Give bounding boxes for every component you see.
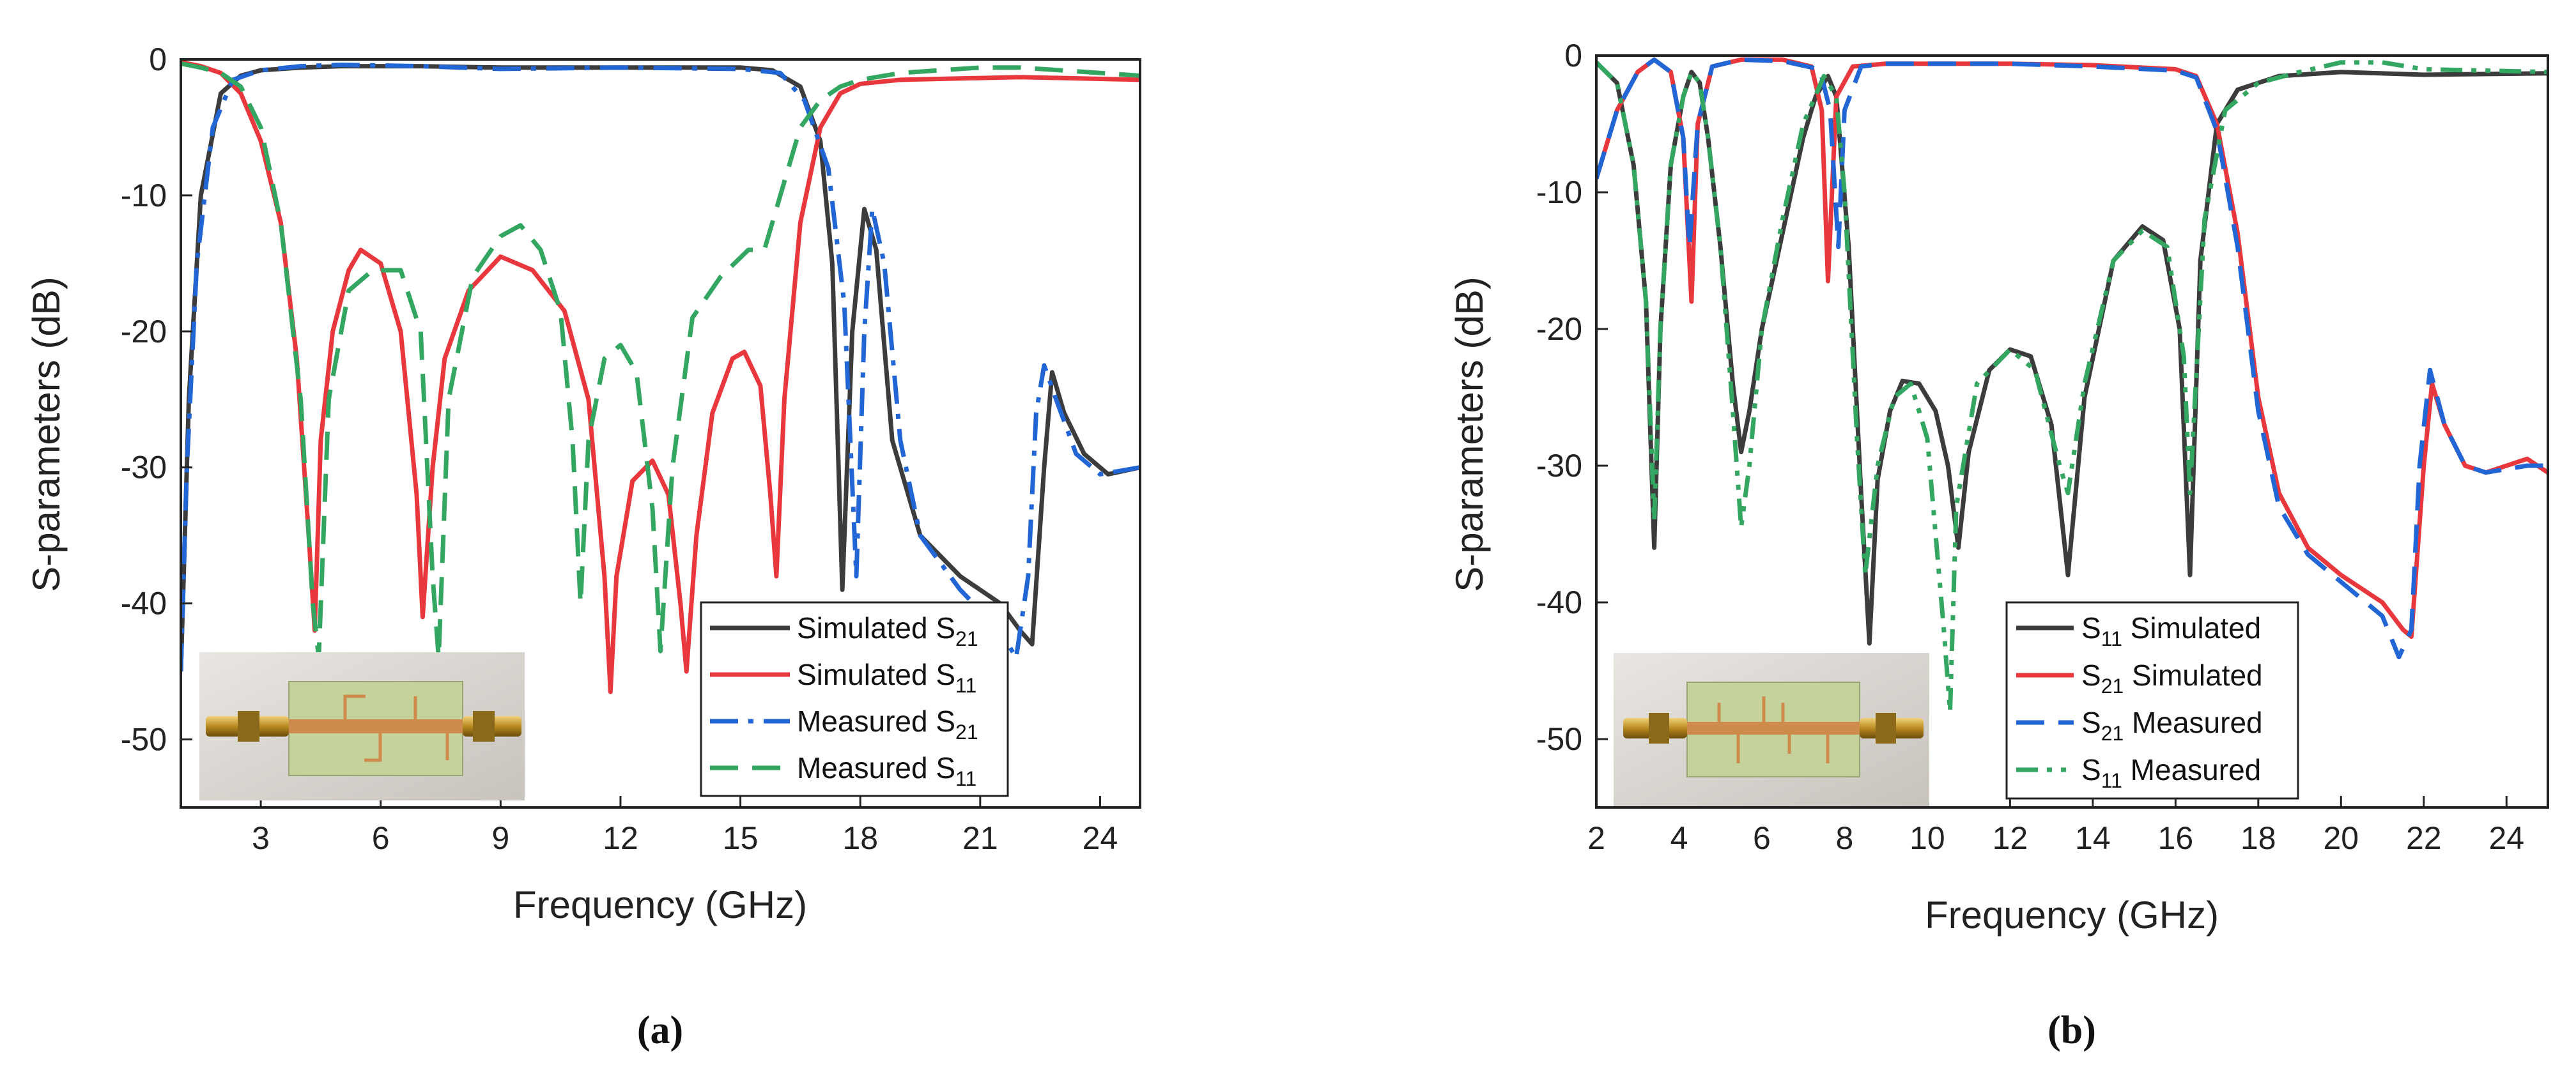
x-tick-label-a: 15 xyxy=(723,820,759,856)
panel-label-b: (b) xyxy=(2048,1009,2096,1052)
x-tick-label-b: 2 xyxy=(1587,820,1605,856)
legend-label-sub: 21 xyxy=(955,627,978,650)
x-tick-label-b: 10 xyxy=(1909,820,1945,856)
y-tick-label-a: -50 xyxy=(121,722,167,758)
y-tick-label-b: 0 xyxy=(1564,38,1582,73)
legend-label-b: S21 Measured xyxy=(2081,706,2263,745)
x-tick-label-a: 21 xyxy=(962,820,998,856)
x-tick-label-a: 24 xyxy=(1083,820,1118,856)
x-tick-label-b: 24 xyxy=(2488,820,2524,856)
legend-label-a: Measured S21 xyxy=(797,705,978,744)
legend-label-main: S xyxy=(2081,706,2101,739)
legend-label-sub: 11 xyxy=(2101,627,2122,650)
x-tick-label-a: 18 xyxy=(842,820,878,856)
x-tick-label-a: 6 xyxy=(372,820,390,856)
y-tick-label-b: -40 xyxy=(1536,585,1582,620)
legend-label-sub: 11 xyxy=(2101,769,2122,792)
y-tick-label-a: -10 xyxy=(121,178,167,213)
legend-label-b: S11 Measured xyxy=(2081,753,2261,792)
x-tick-label-b: 18 xyxy=(2241,820,2276,856)
legend-label-sub: 21 xyxy=(955,721,978,744)
plot-area-a xyxy=(181,59,1140,694)
series-line-b-s21-measured xyxy=(1596,57,2548,660)
y-tick-label-a: -30 xyxy=(121,450,167,485)
x-tick-label-b: 20 xyxy=(2323,820,2359,856)
plot-frame-b xyxy=(1595,54,2549,809)
legend-label-main: Simulated S xyxy=(797,611,955,645)
x-tick-label-b: 16 xyxy=(2158,820,2194,856)
legend-label-main: Measured S xyxy=(797,751,955,784)
y-tick-label-a: -40 xyxy=(121,586,167,622)
legend-label-a: Simulated S11 xyxy=(797,658,976,697)
series-line-a-measured-s21 xyxy=(181,63,1140,672)
y-tick-label-b: -20 xyxy=(1536,311,1582,347)
legend-label-sub: 11 xyxy=(955,674,976,697)
y-tick-label-b: -30 xyxy=(1536,448,1582,484)
legend-label-tail: Measured xyxy=(2124,706,2262,739)
legend-label-b: S21 Simulated xyxy=(2081,659,2263,698)
inset-photo-a xyxy=(199,652,525,800)
chart-panel-b: 2 4 6 8 10 12 14 16 18 20 22 24 0-10-20-30-40-50 Fr… xyxy=(1448,38,2549,1052)
series-line-b-s11-simulated xyxy=(1596,61,2548,646)
series-line-b-s11-measured xyxy=(1596,60,2548,714)
y-axis-title-b: S-parameters (dB) xyxy=(1448,277,1491,592)
legend-label-sub: 21 xyxy=(2101,675,2124,698)
x-tick-label-a: 9 xyxy=(491,820,509,856)
series-line-a-simulated-s11 xyxy=(181,59,1140,694)
legend-label-sub: 21 xyxy=(2101,722,2124,745)
legend-label-a: Simulated S21 xyxy=(797,611,978,650)
legend-label-a: Measured S11 xyxy=(797,751,976,790)
x-tick-label-b: 8 xyxy=(1836,820,1854,856)
legend-label-tail: Simulated xyxy=(2122,611,2261,645)
y-tick-label-a: 0 xyxy=(149,42,167,77)
x-tick-label-b: 22 xyxy=(2406,820,2442,856)
legend-label-tail: Simulated xyxy=(2124,659,2262,692)
legend-label-main: Simulated S xyxy=(797,658,955,691)
series-line-a-simulated-s21 xyxy=(181,64,1140,672)
legend-label-b: S11 Simulated xyxy=(2081,611,2261,650)
panel-label-a: (a) xyxy=(637,1009,683,1052)
y-tick-label-b: -50 xyxy=(1536,721,1582,757)
legend-label-sub: 11 xyxy=(955,767,976,790)
legend-label-main: S xyxy=(2081,753,2101,786)
legend-label-main: S xyxy=(2081,611,2101,645)
y-axis-title-a: S-parameters (dB) xyxy=(25,277,68,592)
x-tick-label-b: 12 xyxy=(1993,820,2028,856)
series-line-b-s21-simulated xyxy=(1596,57,2548,639)
x-tick-label-b: 4 xyxy=(1670,820,1688,856)
x-axis-title-a: Frequency (GHz) xyxy=(513,883,807,926)
y-tick-label-b: -10 xyxy=(1536,174,1582,210)
y-tick-label-a: -20 xyxy=(121,314,167,349)
series-line-a-measured-s11 xyxy=(181,61,1140,661)
chart-panel-a: 3 6 9 12 15 18 21 24 0 -10 -20 -30 -40 -50 Frequency… xyxy=(25,42,1141,1052)
x-tick-label-b: 14 xyxy=(2075,820,2111,856)
legend-label-main: Measured S xyxy=(797,705,955,738)
plot-area-b xyxy=(1596,57,2548,714)
legend-label-tail: Measured xyxy=(2122,753,2261,786)
x-tick-label-a: 12 xyxy=(603,820,638,856)
legend-label-main: S xyxy=(2081,659,2101,692)
x-tick-label-b: 6 xyxy=(1753,820,1771,856)
x-axis-title-b: Frequency (GHz) xyxy=(1925,894,2219,936)
plot-frame-a xyxy=(180,58,1141,809)
x-tick-label-a: 3 xyxy=(252,820,270,856)
inset-photo-b xyxy=(1614,653,1929,806)
